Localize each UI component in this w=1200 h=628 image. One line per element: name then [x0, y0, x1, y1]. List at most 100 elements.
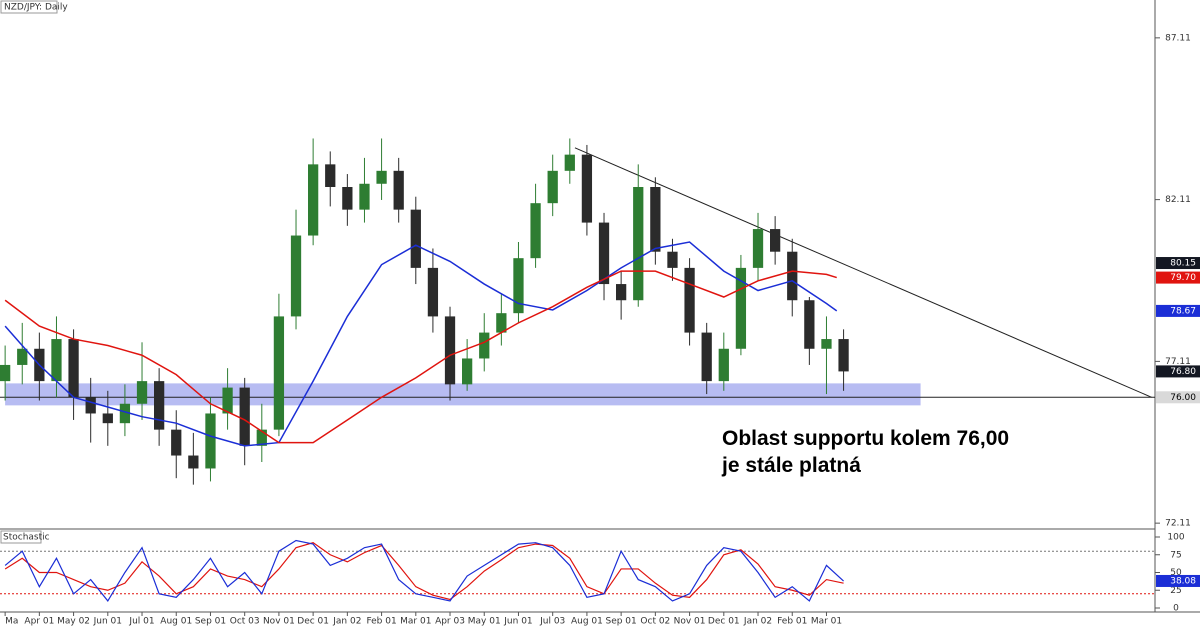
y-tick-label: 87.11: [1165, 33, 1191, 43]
plot: Ma Apr 01 May 02 Jun 01 Jul 01 Aug 01 Sep 01 Oc…: [0, 33, 1200, 627]
x-tick-label: Dec 01: [708, 617, 740, 627]
stoch-y-tick-label: 0: [1173, 604, 1179, 614]
candle-body: [325, 164, 336, 187]
candle-body: [222, 387, 233, 414]
price-badge: [1156, 304, 1200, 317]
candle-body: [479, 332, 490, 359]
x-tick-label: May 02: [57, 617, 90, 627]
stoch-y-tick-label: 25: [1170, 586, 1181, 596]
price-badge-label: 76.00: [1170, 393, 1196, 403]
x-tick-label: Feb 01: [777, 617, 807, 627]
x-tick-label: Mar 01: [400, 617, 431, 627]
candle-body: [68, 339, 79, 398]
candle-body: [752, 229, 764, 268]
candle-body: [735, 267, 747, 349]
x-tick-label: Dec 01: [297, 617, 329, 627]
price-badge: [1156, 391, 1200, 404]
candle-body: [598, 222, 610, 285]
price-badge-label: 79.70: [1170, 273, 1196, 283]
x-tick-label: Jun 01: [93, 617, 122, 627]
x-tick-label: Jun 01: [503, 617, 532, 627]
x-tick-label: Aug 01: [571, 617, 603, 627]
candle-body: [787, 251, 798, 301]
support-zone: [5, 383, 921, 406]
candle-body: [342, 187, 353, 210]
price-badge: [1156, 365, 1200, 378]
candle-body: [0, 364, 11, 382]
title-box: [0, 0, 58, 14]
price-badge-label: 76.80: [1170, 367, 1196, 377]
candle-body: [256, 429, 267, 446]
candle-body: [136, 381, 148, 404]
moving-average: [4, 270, 837, 444]
x-tick-label: Ma: [5, 617, 18, 627]
candle-body: [290, 235, 302, 317]
candle-body: [205, 413, 216, 469]
stoch-y-tick-label: 75: [1170, 550, 1181, 560]
candle-body: [444, 316, 456, 385]
price-badge-label: 80.15: [1170, 259, 1196, 269]
candle-body: [376, 170, 387, 184]
trendline: [574, 147, 1152, 398]
x-tick-label: Apr 01: [24, 617, 54, 627]
candle-body: [633, 187, 644, 301]
x-tick-label: Jul 03: [539, 617, 565, 627]
candle-body: [462, 358, 473, 385]
stoch-y-tick-label: 100: [1167, 533, 1184, 543]
candle-body: [359, 183, 370, 210]
candle-body: [188, 455, 199, 469]
stoch-line: [4, 542, 844, 601]
x-tick-label: Oct 03: [230, 617, 260, 627]
candle-body: [51, 339, 62, 382]
candle-body: [427, 267, 439, 317]
y-tick-label: 72.11: [1165, 519, 1191, 529]
chart-title: NZD/JPY: Daily: [4, 3, 68, 13]
candle-body: [718, 348, 729, 382]
candle-body: [513, 258, 524, 314]
candle-body: [239, 387, 250, 446]
stoch-title-box: [0, 530, 42, 544]
candle-body: [273, 316, 285, 430]
candle-body: [393, 170, 404, 210]
candle-body: [667, 251, 678, 268]
candle-body: [821, 339, 832, 349]
candle-body: [581, 154, 593, 223]
candle-body: [838, 339, 849, 372]
moving-average: [4, 241, 838, 447]
annotation: je stále platná: [721, 454, 861, 477]
candle-body: [410, 209, 421, 268]
candle-body: [547, 170, 558, 204]
stoch-title: Stochastic: [3, 533, 50, 543]
candle-body: [650, 187, 661, 252]
candle-body: [804, 300, 815, 349]
x-tick-label: May 01: [468, 617, 501, 627]
candle-body: [684, 267, 695, 333]
candle-body: [171, 429, 182, 456]
candle-body: [119, 403, 131, 424]
x-tick-label: Jan 02: [743, 617, 772, 627]
x-tick-label: Nov 01: [263, 617, 295, 627]
candle-body: [616, 284, 627, 301]
candle-body: [530, 203, 541, 259]
x-tick-label: Apr 03: [435, 617, 465, 627]
candle-body: [102, 413, 113, 424]
x-tick-label: Aug 01: [160, 617, 192, 627]
x-tick-label: Nov 01: [674, 617, 706, 627]
x-tick-label: Jan 02: [332, 617, 361, 627]
candle-body: [770, 229, 781, 252]
price-badge: [1156, 271, 1200, 284]
candle-body: [17, 348, 28, 365]
x-tick-label: Mar 01: [811, 617, 842, 627]
x-tick-label: Feb 01: [366, 617, 396, 627]
annotation: Oblast supportu kolem 76,00: [722, 427, 1009, 450]
x-tick-label: Sep 01: [605, 617, 636, 627]
candle-body: [701, 332, 712, 382]
stoch-line: [4, 539, 844, 602]
y-tick-label: 77.11: [1165, 357, 1191, 367]
candle-body: [154, 381, 165, 430]
x-tick-label: Oct 02: [640, 617, 670, 627]
candle-body: [564, 154, 575, 171]
candle-body: [85, 397, 96, 414]
